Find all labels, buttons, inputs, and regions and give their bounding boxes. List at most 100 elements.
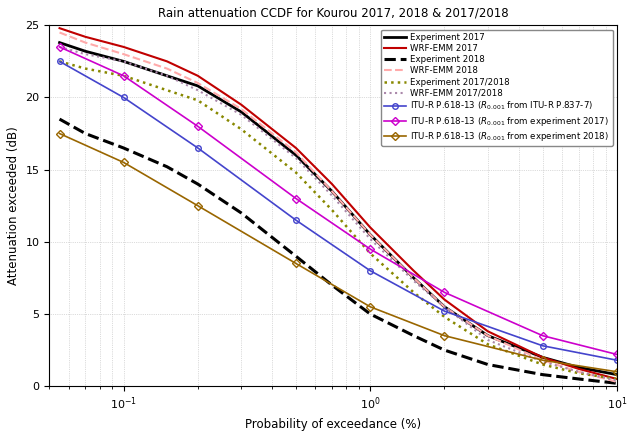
Experiment 2017/2018 <box>238 127 245 132</box>
Experiment 2018 <box>328 283 336 288</box>
Experiment 2017/2018 <box>56 59 63 64</box>
WRF-EMM 2017 <box>163 59 171 64</box>
Experiment 2017 <box>441 304 448 309</box>
WRF-EMM 2017/2018 <box>441 304 448 309</box>
ITU-R P.618-13 ($R_{0.001}$ from ITU-R P.837-7) <box>366 268 374 273</box>
WRF-EMM 2017 <box>56 25 63 31</box>
WRF-EMM 2018 <box>56 30 63 35</box>
Experiment 2018 <box>82 131 89 136</box>
Line: Experiment 2017/2018: Experiment 2017/2018 <box>60 61 617 379</box>
WRF-EMM 2017 <box>292 145 300 151</box>
WRF-EMM 2017 <box>613 376 621 381</box>
WRF-EMM 2017/2018 <box>292 155 300 161</box>
Experiment 2017 <box>328 189 336 194</box>
WRF-EMM 2017/2018 <box>484 337 491 343</box>
Experiment 2017/2018 <box>328 208 336 213</box>
Experiment 2017 <box>484 333 491 338</box>
WRF-EMM 2018 <box>292 150 300 155</box>
ITU-R P.618-13 ($R_{0.001}$ from experiment 2017) <box>366 247 374 252</box>
Experiment 2017/2018 <box>410 290 417 295</box>
WRF-EMM 2017/2018 <box>328 193 336 198</box>
Experiment 2017 <box>410 275 417 280</box>
WRF-EMM 2017 <box>366 225 374 230</box>
WRF-EMM 2018 <box>441 304 448 309</box>
Experiment 2018 <box>613 381 621 386</box>
Experiment 2017/2018 <box>575 371 583 376</box>
Line: ITU-R P.618-13 ($R_{0.001}$ from experiment 2018): ITU-R P.618-13 ($R_{0.001}$ from experim… <box>57 131 619 374</box>
WRF-EMM 2018 <box>410 275 417 280</box>
ITU-R P.618-13 ($R_{0.001}$ from ITU-R P.837-7) <box>292 218 300 223</box>
WRF-EMM 2017/2018 <box>120 59 127 64</box>
WRF-EMM 2017/2018 <box>194 88 202 93</box>
WRF-EMM 2017/2018 <box>539 359 547 364</box>
Experiment 2017 <box>82 49 89 54</box>
WRF-EMM 2017/2018 <box>575 369 583 374</box>
WRF-EMM 2017/2018 <box>238 112 245 117</box>
ITU-R P.618-13 ($R_{0.001}$ from ITU-R P.837-7) <box>613 357 621 363</box>
Line: Experiment 2017: Experiment 2017 <box>60 42 617 374</box>
Line: WRF-EMM 2017: WRF-EMM 2017 <box>60 28 617 379</box>
Line: ITU-R P.618-13 ($R_{0.001}$ from ITU-R P.837-7): ITU-R P.618-13 ($R_{0.001}$ from ITU-R P… <box>57 59 619 363</box>
Experiment 2017 <box>366 232 374 237</box>
WRF-EMM 2018 <box>238 106 245 112</box>
ITU-R P.618-13 ($R_{0.001}$ from experiment 2018) <box>441 333 448 338</box>
Experiment 2017/2018 <box>613 376 621 381</box>
WRF-EMM 2018 <box>194 81 202 86</box>
ITU-R P.618-13 ($R_{0.001}$ from ITU-R P.837-7) <box>56 59 63 64</box>
WRF-EMM 2017 <box>575 366 583 371</box>
WRF-EMM 2017/2018 <box>366 237 374 242</box>
ITU-R P.618-13 ($R_{0.001}$ from experiment 2017) <box>441 290 448 295</box>
Experiment 2017/2018 <box>194 98 202 103</box>
Experiment 2017 <box>613 372 621 377</box>
WRF-EMM 2017/2018 <box>410 278 417 283</box>
Experiment 2018 <box>194 181 202 187</box>
Experiment 2017 <box>539 355 547 360</box>
WRF-EMM 2017 <box>484 328 491 334</box>
WRF-EMM 2018 <box>163 66 171 71</box>
Line: WRF-EMM 2018: WRF-EMM 2018 <box>60 32 617 382</box>
Line: Experiment 2018: Experiment 2018 <box>60 119 617 383</box>
WRF-EMM 2018 <box>82 40 89 45</box>
Experiment 2017/2018 <box>484 342 491 347</box>
Experiment 2017 <box>194 83 202 88</box>
Legend: Experiment 2017, WRF-EMM 2017, Experiment 2018, WRF-EMM 2018, Experiment 2017/20: Experiment 2017, WRF-EMM 2017, Experimen… <box>381 30 612 146</box>
WRF-EMM 2017/2018 <box>56 44 63 49</box>
WRF-EMM 2017/2018 <box>82 52 89 57</box>
ITU-R P.618-13 ($R_{0.001}$ from experiment 2018) <box>613 369 621 374</box>
ITU-R P.618-13 ($R_{0.001}$ from ITU-R P.837-7) <box>194 145 202 151</box>
Y-axis label: Attenuation exceeded (dB): Attenuation exceeded (dB) <box>7 126 20 285</box>
WRF-EMM 2017/2018 <box>613 378 621 383</box>
ITU-R P.618-13 ($R_{0.001}$ from experiment 2017) <box>292 196 300 201</box>
ITU-R P.618-13 ($R_{0.001}$ from experiment 2018) <box>539 357 547 363</box>
Experiment 2018 <box>292 254 300 259</box>
WRF-EMM 2017 <box>82 34 89 39</box>
Experiment 2018 <box>441 347 448 353</box>
Experiment 2017/2018 <box>539 362 547 367</box>
WRF-EMM 2017 <box>120 44 127 49</box>
Experiment 2017/2018 <box>82 66 89 71</box>
Experiment 2017 <box>120 59 127 64</box>
Experiment 2017 <box>238 109 245 114</box>
X-axis label: Probability of exceedance (%): Probability of exceedance (%) <box>245 418 421 431</box>
Experiment 2017/2018 <box>366 251 374 256</box>
Experiment 2018 <box>56 117 63 122</box>
Experiment 2018 <box>120 145 127 151</box>
Experiment 2018 <box>484 362 491 367</box>
Experiment 2017 <box>292 152 300 158</box>
ITU-R P.618-13 ($R_{0.001}$ from experiment 2017) <box>194 124 202 129</box>
Title: Rain attenuation CCDF for Kourou 2017, 2018 & 2017/2018: Rain attenuation CCDF for Kourou 2017, 2… <box>158 7 508 20</box>
ITU-R P.618-13 ($R_{0.001}$ from experiment 2017) <box>120 73 127 78</box>
ITU-R P.618-13 ($R_{0.001}$ from experiment 2018) <box>56 131 63 136</box>
Experiment 2018 <box>238 210 245 215</box>
Line: WRF-EMM 2017/2018: WRF-EMM 2017/2018 <box>60 47 617 381</box>
WRF-EMM 2018 <box>575 369 583 374</box>
WRF-EMM 2017 <box>328 181 336 187</box>
WRF-EMM 2017 <box>238 102 245 107</box>
Experiment 2017/2018 <box>292 170 300 175</box>
WRF-EMM 2017 <box>194 73 202 78</box>
Experiment 2018 <box>410 333 417 338</box>
Experiment 2017 <box>56 40 63 45</box>
ITU-R P.618-13 ($R_{0.001}$ from experiment 2018) <box>366 304 374 309</box>
WRF-EMM 2017 <box>441 297 448 302</box>
WRF-EMM 2018 <box>539 357 547 363</box>
